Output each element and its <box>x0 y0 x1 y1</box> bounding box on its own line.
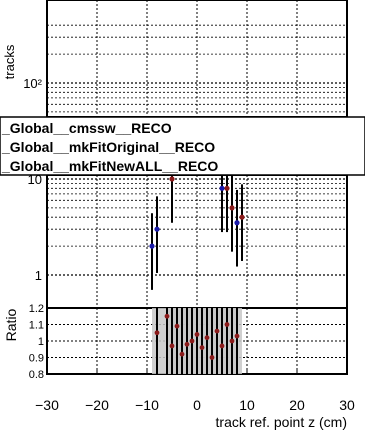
data-point <box>219 185 225 191</box>
legend-entry-mkfit-newall: _Global__mkFitNewALL__RECO <box>1 158 218 174</box>
x-tick-label: −30 <box>35 397 59 413</box>
ratio-point <box>219 343 225 349</box>
legend-entry-cmssw: _Global__cmssw__RECO <box>1 120 172 136</box>
x-tick-label: 0 <box>193 397 201 413</box>
data-point <box>224 185 230 191</box>
legend-entry-mkfit-original: _Global__mkFitOriginal__RECO <box>1 139 215 155</box>
ratio-point <box>204 335 210 341</box>
x-ticks: −30 −20 −10 0 10 20 30 <box>35 368 355 413</box>
y-axis-title-main: tracks <box>2 44 17 79</box>
ratio-point <box>199 345 205 350</box>
x-tick-label: −20 <box>85 397 109 413</box>
ratio-point <box>179 351 185 357</box>
ratio-y-tick-label: 0.9 <box>29 353 44 365</box>
legend-box <box>0 116 365 176</box>
x-tick-label: 20 <box>289 397 305 413</box>
ratio-point <box>154 330 160 336</box>
ratio-point <box>174 323 180 329</box>
main-marks <box>149 146 245 290</box>
legend: _Global__cmssw__RECO _Global__mkFitOrigi… <box>0 116 365 176</box>
ratio-point <box>224 322 230 327</box>
ratio-y-tick-label: 1.2 <box>29 303 44 315</box>
main-grid <box>47 0 347 308</box>
data-point <box>234 220 240 226</box>
data-point <box>239 214 245 220</box>
ratio-point <box>214 328 220 334</box>
x-tick-label: −10 <box>135 397 159 413</box>
x-tick-label: 10 <box>239 397 255 413</box>
ratio-point <box>194 332 200 337</box>
ratio-point <box>164 313 170 319</box>
y-tick-label: 1 <box>35 268 42 283</box>
ratio-y-tick-label: 0.8 <box>29 369 44 381</box>
ratio-y-tick-label: 1 <box>38 336 44 348</box>
y-tick-label: 10² <box>23 76 42 91</box>
ratio-marks <box>154 308 240 374</box>
data-point <box>169 176 175 182</box>
x-axis-title: track ref. point z (cm) <box>216 414 347 430</box>
ratio-y-tick-label: 1.1 <box>29 320 44 332</box>
ratio-point <box>184 341 190 347</box>
data-point <box>229 205 235 211</box>
ratio-y-ticks: 0.8 0.9 1 1.1 1.2 <box>29 303 44 381</box>
data-point <box>149 243 155 249</box>
ratio-point <box>234 333 240 339</box>
ratio-point <box>189 338 195 344</box>
y-axis-title-ratio: Ratio <box>3 308 19 341</box>
data-point <box>154 226 160 232</box>
ratio-point <box>229 338 235 344</box>
x-tick-label: 30 <box>339 397 355 413</box>
ratio-point <box>209 355 215 360</box>
ratio-point <box>169 343 175 349</box>
